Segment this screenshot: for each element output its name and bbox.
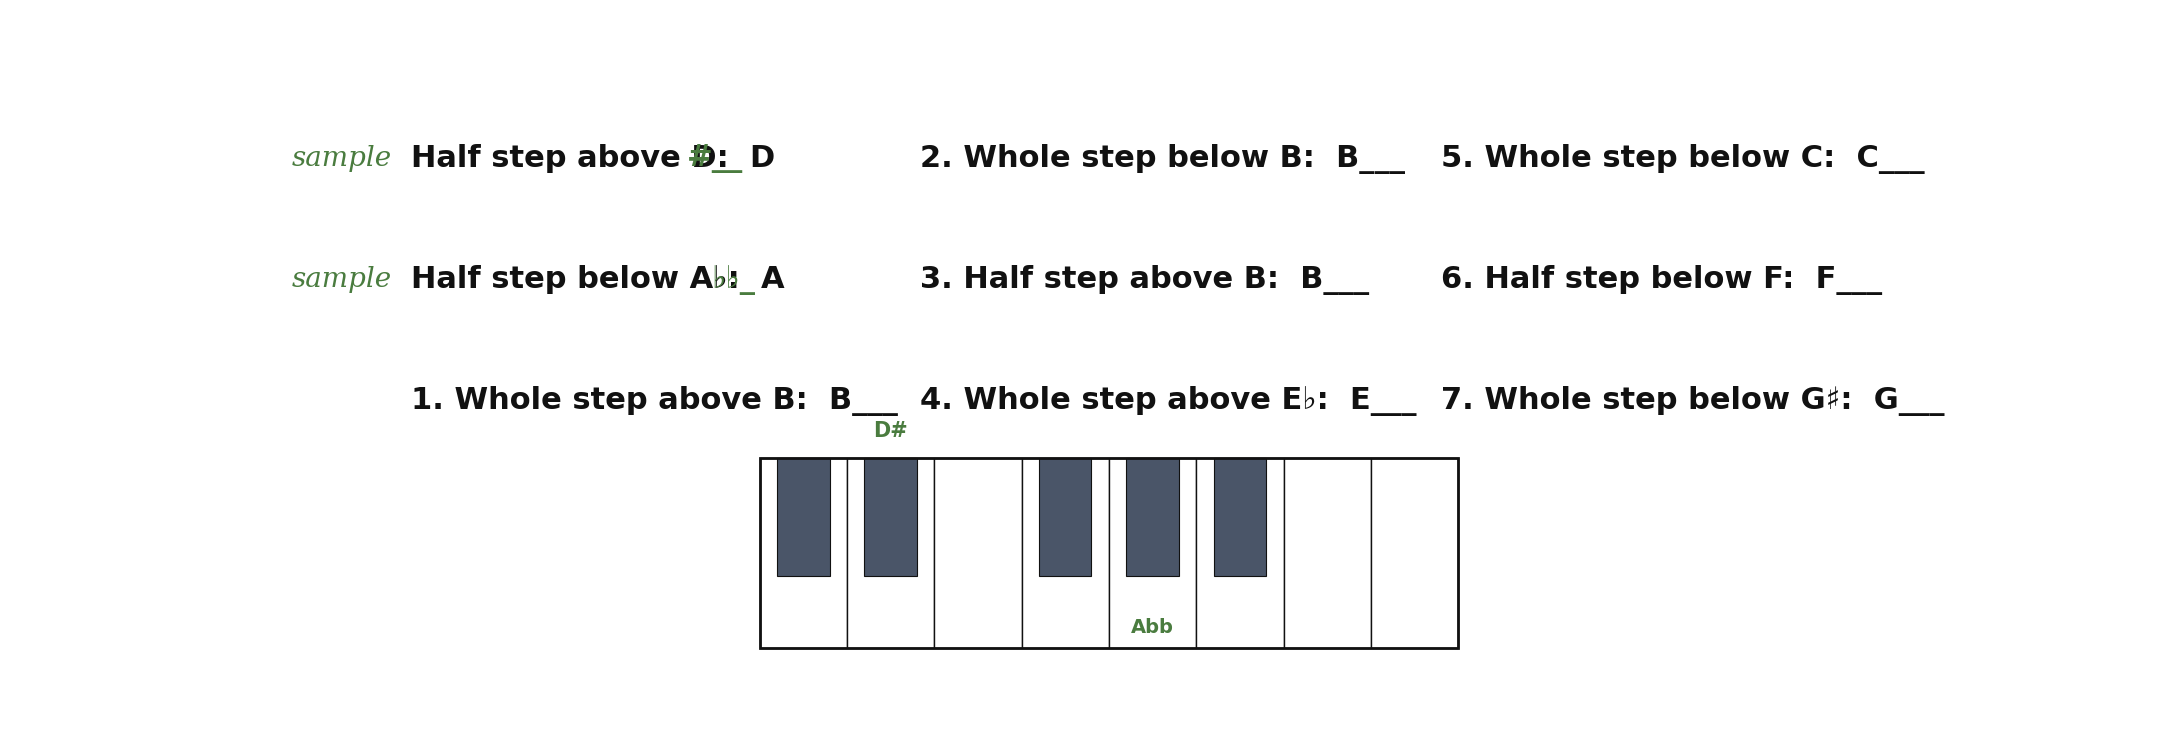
Text: 2. Whole step below B:  B___: 2. Whole step below B: B___ [919,144,1405,174]
Bar [864,459,917,576]
Text: Half step below A♭:  A: Half step below A♭: A [411,266,784,294]
Bar [1371,459,1457,649]
Bar [1038,459,1093,576]
Text: sample: sample [291,266,391,293]
Bar [1214,459,1266,576]
Bar [1110,459,1197,649]
Bar [760,459,847,649]
Text: Half step above D:  D: Half step above D: D [411,144,775,174]
Text: ♭♭_: ♭♭_ [710,265,756,295]
Text: 1. Whole step above B:  B___: 1. Whole step above B: B___ [411,386,897,416]
Text: 5. Whole step below C:  C___: 5. Whole step below C: C___ [1442,144,1924,174]
Bar [760,459,1457,649]
Bar [1021,459,1110,649]
Text: 7. Whole step below G♯:  G___: 7. Whole step below G♯: G___ [1442,386,1944,416]
Text: #__: #__ [686,144,743,174]
Bar [934,459,1021,649]
Bar [1197,459,1284,649]
Bar [847,459,934,649]
Bar [1127,459,1179,576]
Bar [1284,459,1371,649]
Text: 3. Half step above B:  B___: 3. Half step above B: B___ [919,265,1368,295]
Text: 6. Half step below F:  F___: 6. Half step below F: F___ [1442,265,1883,295]
Bar [778,459,830,576]
Text: 4. Whole step above E♭:  E___: 4. Whole step above E♭: E___ [919,386,1416,416]
Text: Abb: Abb [1132,618,1175,637]
Text: D#: D# [873,421,908,441]
Text: sample: sample [291,145,391,172]
